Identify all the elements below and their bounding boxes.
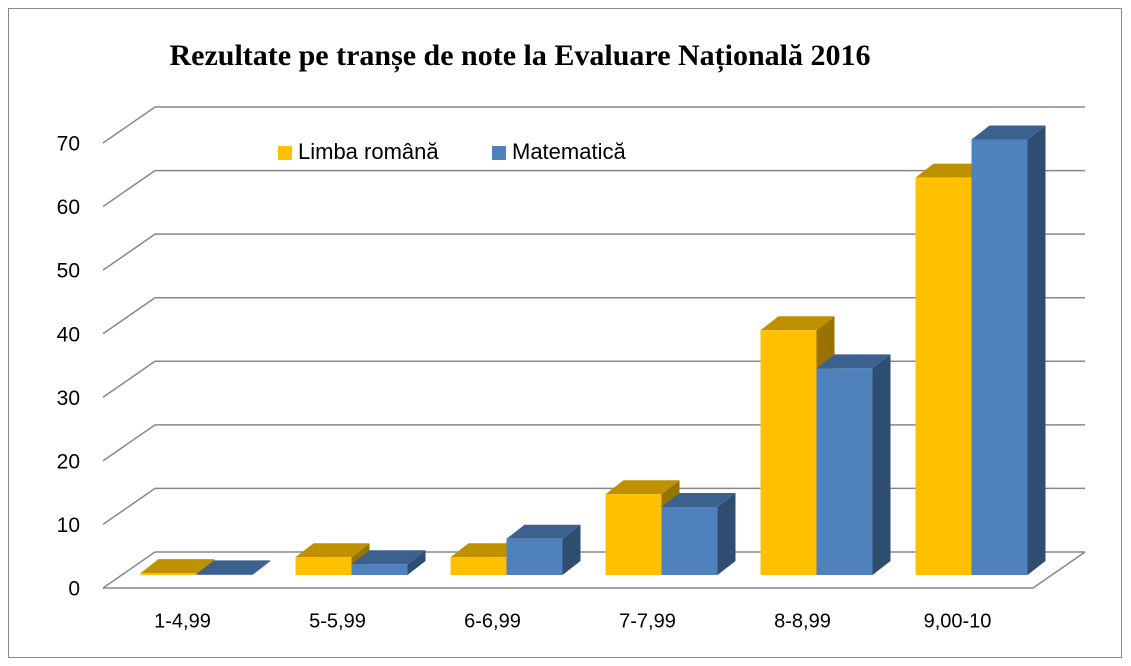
x-tick-label: 6-6,99 [464, 610, 521, 632]
y-tick-label: 20 [57, 450, 80, 473]
bar [450, 557, 507, 575]
bar-top [661, 492, 736, 507]
x-tick-label: 5-5,99 [309, 610, 366, 632]
bar-top [760, 316, 835, 331]
bar-side [872, 354, 891, 575]
legend-swatch [492, 146, 506, 160]
bar-top [971, 125, 1046, 140]
bar [816, 368, 873, 575]
bar-side [562, 524, 581, 575]
bar [915, 177, 972, 575]
x-tick-label: 1-4,99 [154, 610, 211, 632]
bar [661, 506, 718, 575]
bar-side [1027, 125, 1046, 576]
bar-side [407, 550, 426, 575]
floor [103, 551, 1086, 589]
legend-label: Limba română [298, 139, 439, 164]
y-tick-label: 50 [57, 260, 80, 283]
bar-top [140, 559, 215, 574]
chart-title: Rezultate pe tranșe de note la Evaluare … [169, 39, 870, 73]
bar [506, 538, 563, 575]
y-tick-label: 70 [57, 133, 80, 156]
bar-top [506, 524, 581, 539]
bar [196, 574, 253, 575]
x-tick-label: 8-8,99 [774, 610, 831, 632]
y-tick-label: 40 [57, 323, 80, 346]
x-tick-label: 7-7,99 [619, 610, 676, 632]
bar-top [915, 163, 990, 178]
legend-swatch [278, 146, 292, 160]
grid-line [102, 296, 1085, 335]
bar-top [196, 560, 271, 575]
y-tick-label: 60 [57, 196, 80, 219]
y-tick-label: 30 [57, 387, 80, 410]
bar-top [295, 543, 370, 558]
bar-side [717, 492, 736, 575]
y-tick-label: 10 [57, 514, 80, 537]
legend-label: Matematică [512, 139, 626, 164]
grid-line [102, 233, 1085, 271]
bar-top [450, 543, 525, 558]
bar [605, 494, 662, 575]
grid-line [102, 106, 1085, 144]
bar-top [816, 354, 891, 369]
bar [971, 139, 1028, 576]
x-tick-label: 9,00-10 [924, 610, 992, 632]
grid-line [102, 169, 1085, 208]
bar-top [351, 550, 426, 565]
bar-side [252, 560, 271, 575]
y-tick-label: 0 [68, 578, 80, 601]
bar [140, 573, 197, 575]
bar [351, 564, 408, 575]
bar [760, 330, 817, 575]
bar [295, 557, 352, 575]
bar-top [605, 480, 680, 495]
